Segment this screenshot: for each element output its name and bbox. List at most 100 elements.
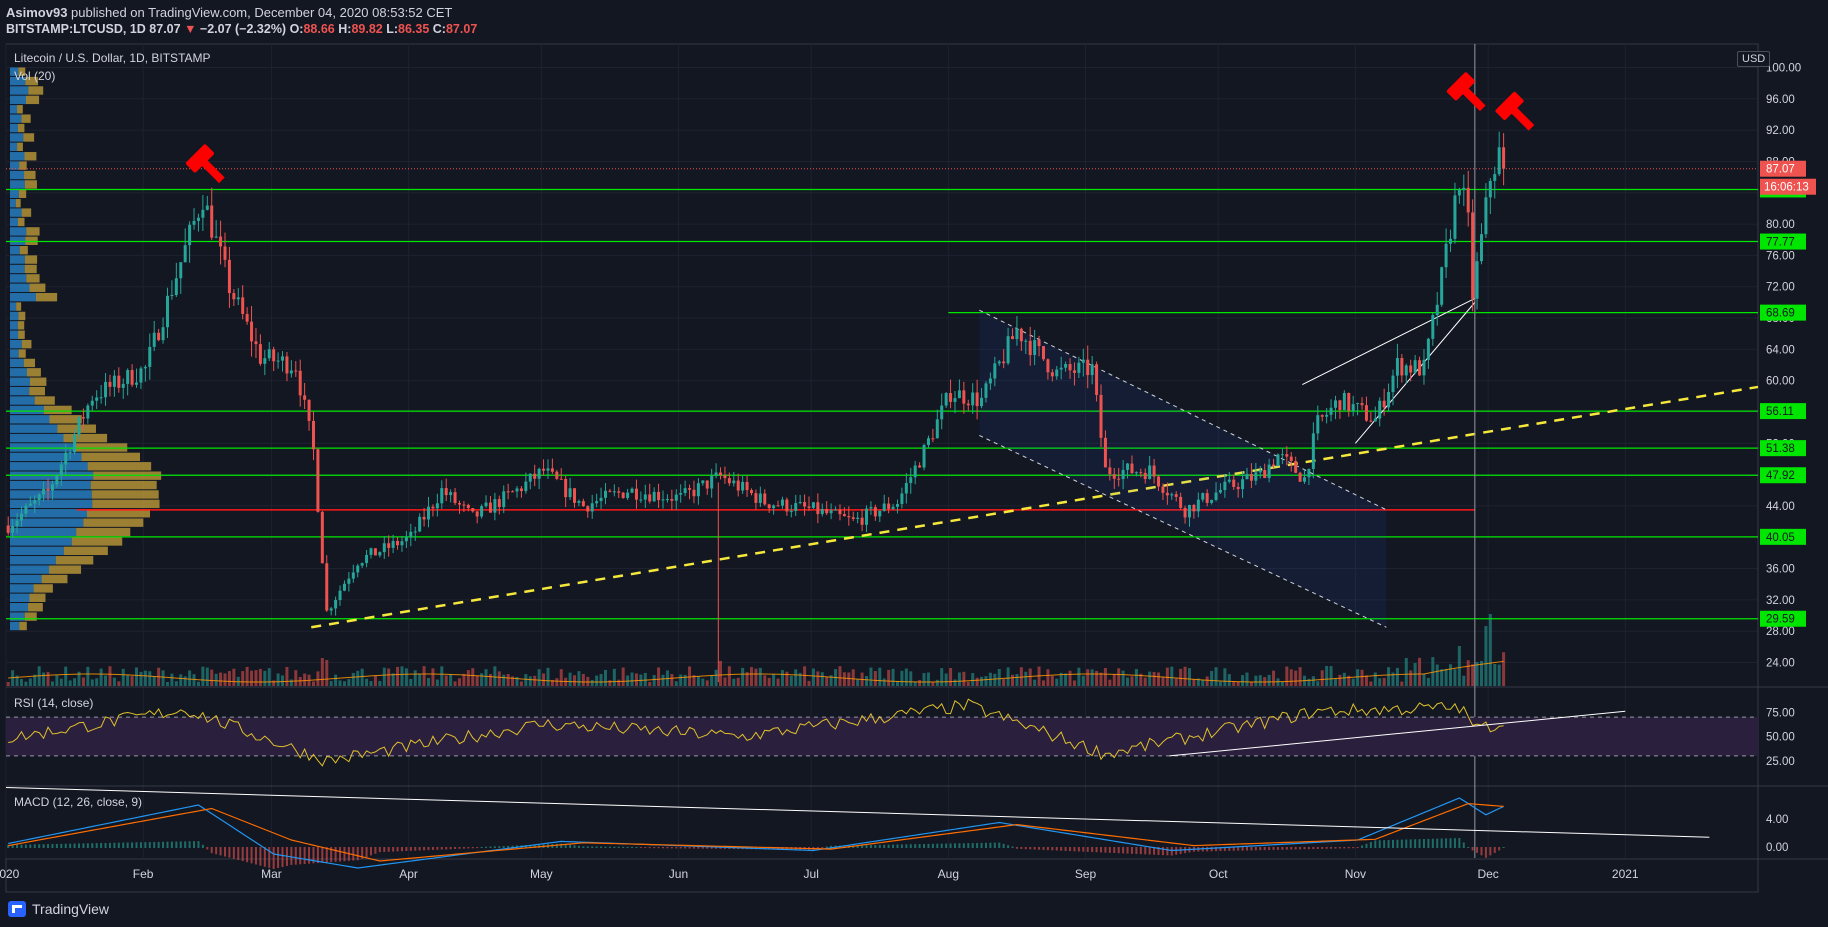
volume-bar [1280, 681, 1284, 686]
macd-histogram-bar [321, 847, 324, 863]
volume-profile-bar [19, 161, 27, 170]
volume-bar [440, 666, 444, 686]
volume-profile-bar [10, 518, 84, 527]
currency-button[interactable]: USD [1737, 51, 1771, 67]
volume-profile-bar [10, 152, 25, 161]
volume-bar [696, 675, 700, 686]
volume-bar [1196, 678, 1200, 686]
macd-histogram-bar [883, 844, 886, 848]
macd-histogram-bar [595, 846, 598, 848]
volume-bar [1241, 675, 1245, 686]
volume-profile-bar [10, 433, 64, 443]
tradingview-logo[interactable]: TradingView [8, 901, 109, 917]
macd-histogram-bar [993, 842, 996, 848]
macd-histogram-bar [1321, 847, 1324, 849]
volume-bar [365, 678, 369, 686]
macd-histogram-bar [1405, 839, 1408, 848]
candle [971, 392, 975, 406]
macd-histogram-bar [1024, 847, 1027, 850]
hammer-head [1495, 91, 1524, 120]
candle [904, 483, 908, 494]
volume-bar [1325, 666, 1329, 686]
candle [847, 516, 851, 518]
volume-bar [657, 667, 661, 686]
candle [550, 468, 554, 472]
volume-bar [573, 675, 577, 686]
candle [789, 510, 793, 512]
volume-bar [940, 668, 944, 686]
volume-bar [957, 672, 961, 686]
high-value: 89.82 [351, 22, 383, 36]
candle [1002, 361, 1006, 364]
macd-histogram-bar [11, 844, 14, 848]
macd-histogram-bar [1015, 847, 1018, 849]
candle [1333, 400, 1337, 408]
candle [643, 494, 647, 500]
volume-bar [975, 677, 979, 686]
macd-histogram-bar [1272, 847, 1275, 850]
author-name[interactable]: Asimov93 [6, 5, 68, 20]
volume-bar [86, 666, 90, 686]
macd-histogram-bar [1325, 847, 1328, 849]
candle [196, 217, 200, 221]
candle [1095, 364, 1099, 395]
price-axis[interactable]: 24.0028.0032.0036.0040.0044.0048.0052.00… [1760, 62, 1816, 670]
volume-bar [506, 674, 510, 686]
volume-profile-bar [24, 255, 38, 264]
volume-bar [475, 676, 479, 686]
rsi-pane: 25.00 50.00 75.00 [6, 698, 1795, 768]
volume-bar [480, 673, 484, 686]
price-tick-label: 100.00 [1766, 62, 1801, 74]
volume-bar [223, 673, 227, 686]
macd-histogram-bar [312, 847, 315, 864]
volume-profile-bar [24, 264, 37, 274]
candle [1329, 407, 1333, 415]
volume-bar [1139, 673, 1143, 686]
volume-bar [568, 672, 572, 686]
macd-histogram-bar [1294, 847, 1297, 850]
horizontal-levels[interactable] [6, 168, 1758, 620]
candle [1024, 340, 1028, 342]
candle [126, 370, 130, 384]
candle [993, 363, 997, 379]
macd-histogram-bar [662, 847, 664, 849]
current-price-label: 87.07 [1766, 164, 1795, 176]
macd-histogram-bar [984, 842, 987, 848]
macd-histogram-bar [1263, 847, 1266, 851]
macd-histogram-bar [600, 846, 603, 848]
volume-bar [1422, 674, 1426, 686]
candle [404, 536, 408, 542]
volume-bar [1086, 669, 1090, 686]
candle [135, 382, 139, 385]
macd-histogram-bar [1449, 838, 1452, 848]
macd-histogram-bar [290, 847, 293, 865]
volume-bar [736, 677, 740, 686]
macd-histogram-bar [653, 847, 656, 849]
macd-histogram-bar [237, 847, 240, 860]
volume-bar [935, 679, 939, 686]
volume-bar [1400, 681, 1404, 686]
macd-histogram-bar [949, 843, 952, 848]
volume-profile-bar [10, 603, 29, 612]
trend-drawings[interactable] [311, 44, 1759, 858]
candle [1431, 315, 1435, 339]
candle [121, 383, 125, 388]
volume-profile-bar [63, 433, 108, 443]
level-tag [1760, 403, 1806, 420]
macd-histogram-bar [1361, 845, 1364, 848]
candle [661, 499, 665, 501]
volume-bar [789, 675, 793, 686]
volume-bar [1418, 657, 1422, 686]
volume-bar [227, 671, 231, 686]
candle [1196, 499, 1200, 512]
candle [90, 400, 94, 406]
candle [219, 236, 223, 247]
volume-profile-bar [63, 546, 108, 556]
volume-bar [949, 668, 953, 686]
volume-profile-bar [26, 274, 40, 283]
time-axis[interactable]: 2020 Feb Mar Apr May Jun Jul Aug Sep Oct Nov Dec 202… [0, 867, 1639, 881]
macd-histogram-bar [427, 847, 430, 851]
candle [1015, 328, 1019, 340]
current-price-tag [1760, 160, 1806, 177]
